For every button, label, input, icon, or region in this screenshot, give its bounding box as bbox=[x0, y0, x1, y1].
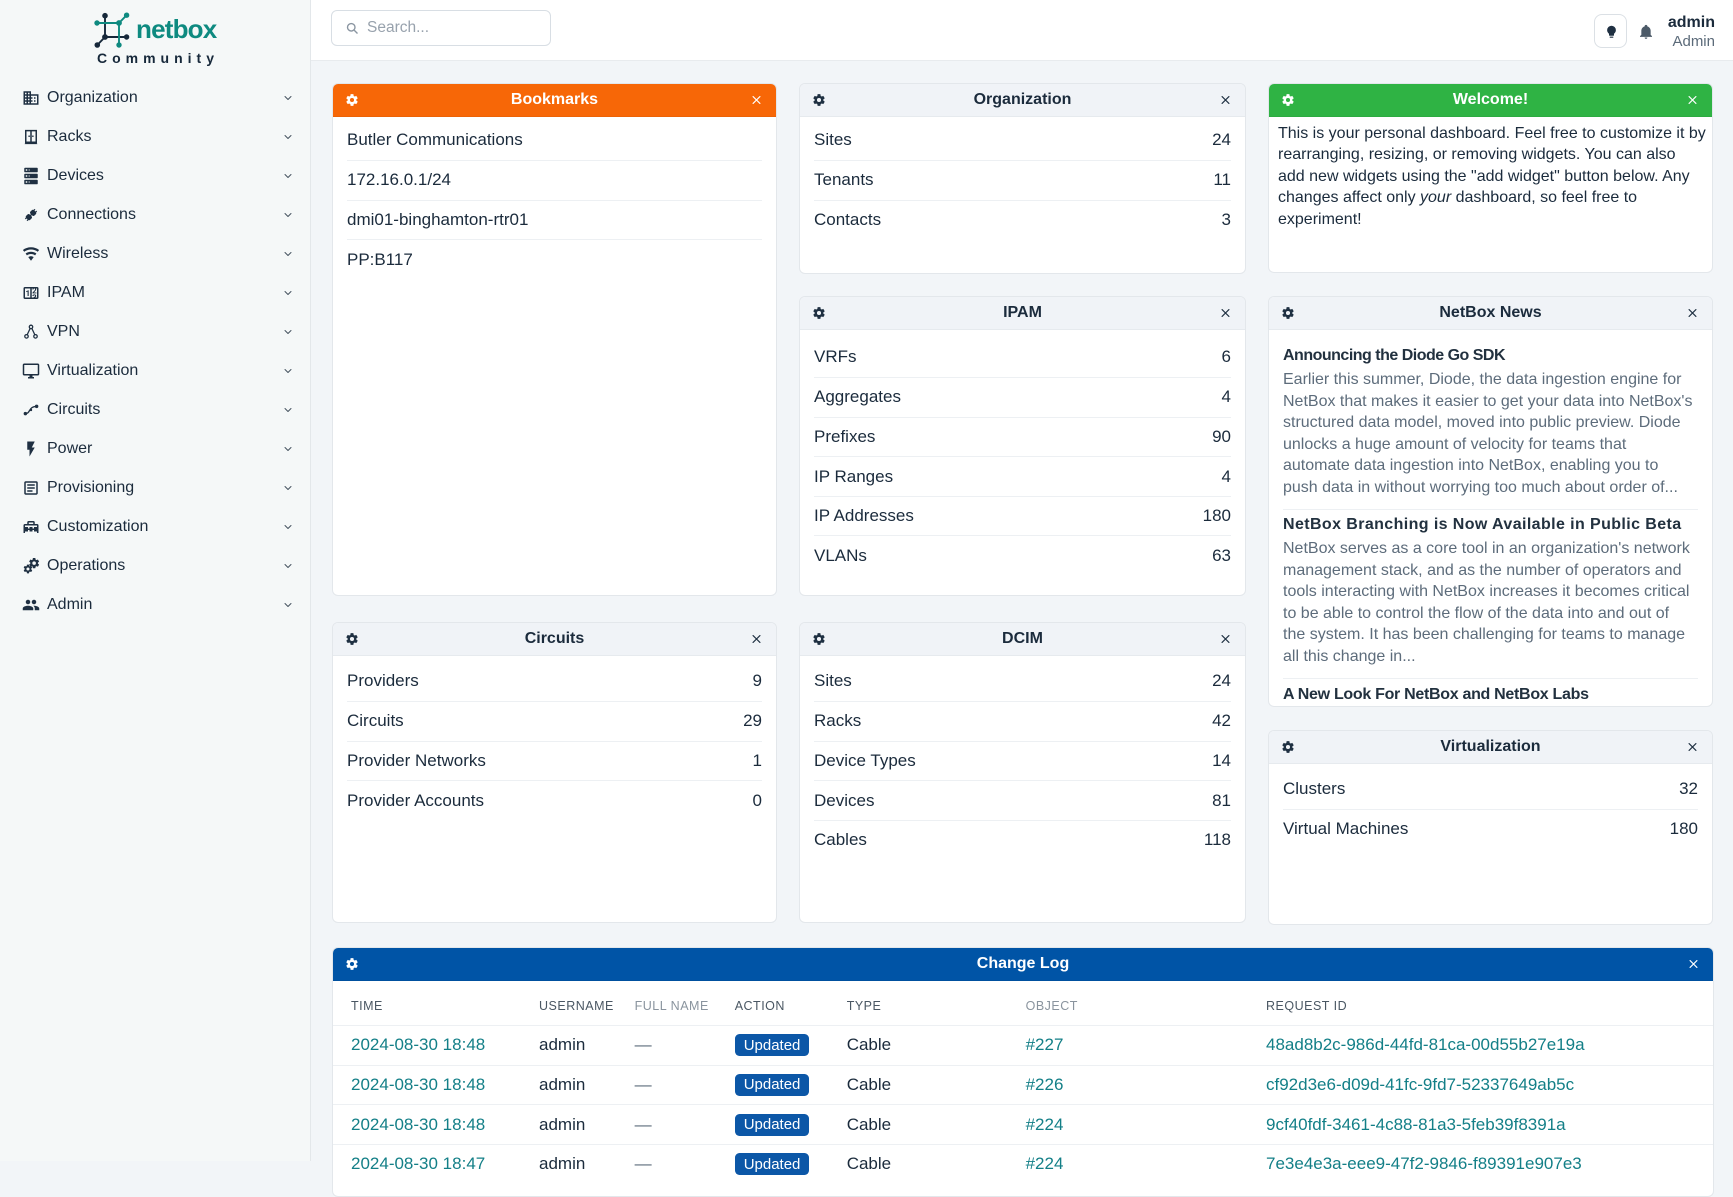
svg-text:netbox: netbox bbox=[136, 14, 218, 44]
